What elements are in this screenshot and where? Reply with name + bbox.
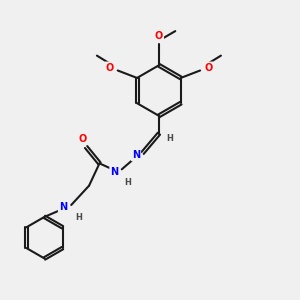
Text: H: H bbox=[166, 134, 173, 142]
Text: N: N bbox=[132, 150, 140, 160]
Text: O: O bbox=[105, 62, 113, 73]
Text: N: N bbox=[110, 167, 118, 177]
Text: O: O bbox=[204, 62, 213, 73]
Text: N: N bbox=[59, 202, 67, 212]
Text: O: O bbox=[79, 134, 87, 144]
Text: O: O bbox=[155, 31, 163, 41]
Text: H: H bbox=[124, 178, 131, 187]
Text: H: H bbox=[75, 213, 82, 222]
